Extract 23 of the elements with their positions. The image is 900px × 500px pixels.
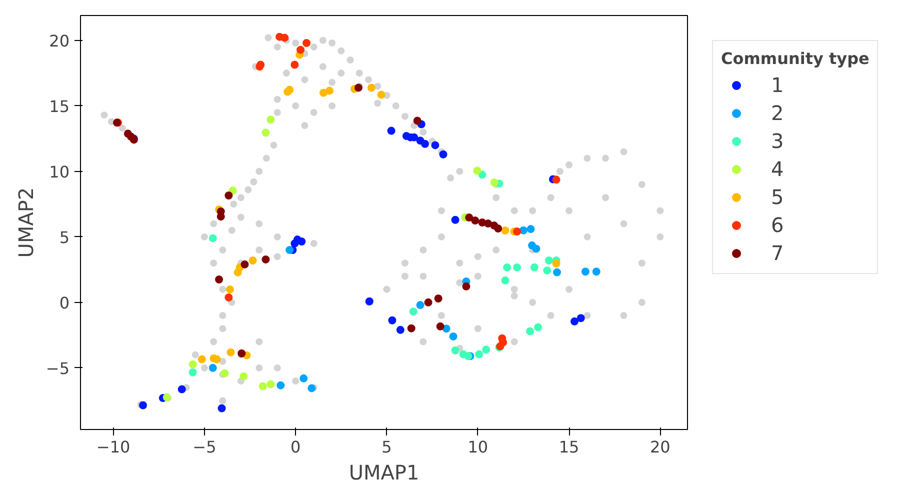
x-axis-title: UMAP1 — [348, 460, 420, 484]
y-tick-label: 20 — [49, 31, 70, 50]
legend-title: Community type — [721, 49, 870, 68]
legend-label: 1 — [771, 73, 785, 97]
legend-label: 3 — [771, 129, 785, 153]
y-tick-label: −5 — [46, 358, 70, 378]
y-tick-label: 15 — [49, 96, 70, 116]
x-tick-label: 5 — [382, 438, 392, 456]
x-tick-label: 20 — [650, 438, 670, 456]
x-tick-label: −10 — [96, 438, 130, 456]
legend-label: 4 — [771, 157, 785, 181]
x-tick-label: 0 — [290, 438, 301, 456]
y-tick-label: 0 — [59, 293, 70, 312]
y-axis-title: UMAP2 — [14, 187, 38, 258]
y-tick-label: 10 — [49, 162, 70, 182]
x-tick-label: 15 — [558, 438, 580, 456]
legend-label: 2 — [771, 101, 785, 125]
legend-label: 6 — [771, 213, 785, 237]
y-tick-label: 5 — [59, 228, 70, 247]
x-tick-label: −5 — [192, 438, 216, 456]
legend-label: 7 — [771, 241, 785, 265]
legend-label: 5 — [771, 185, 785, 209]
x-tick-label: 10 — [468, 438, 488, 456]
